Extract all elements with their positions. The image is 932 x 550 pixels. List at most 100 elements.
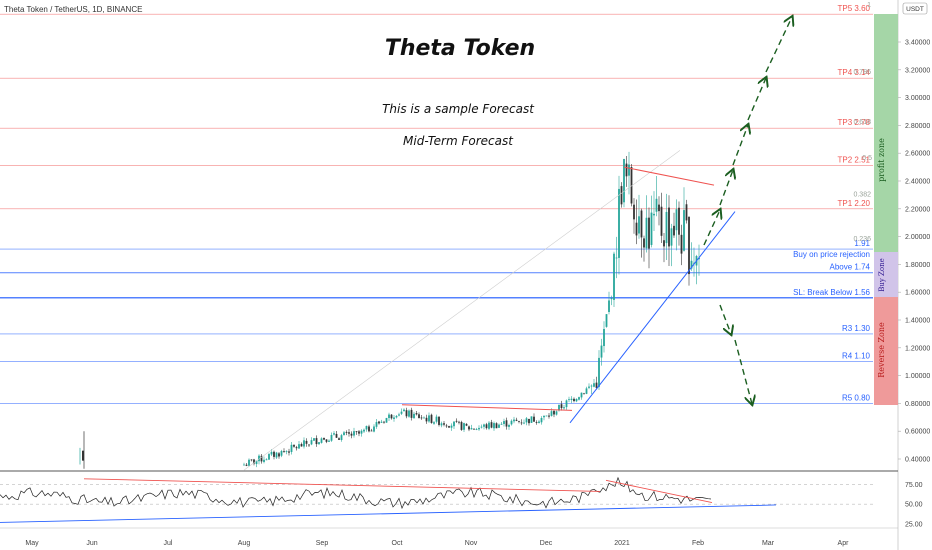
y-tick-label: 2.20000 [905, 206, 930, 213]
level-label: SL: Break Below 1.56 [793, 288, 870, 297]
candle-body [548, 415, 550, 417]
forecast-up-arrow [747, 78, 766, 121]
candle-body [668, 207, 670, 247]
candle-body [348, 432, 350, 434]
candle-body [570, 398, 573, 400]
candle-body [618, 188, 620, 258]
candle-body [480, 426, 483, 428]
forecast-down-arrow [734, 339, 752, 404]
candle-body [305, 440, 308, 444]
candle-body [368, 426, 370, 432]
candle-body [418, 414, 420, 419]
y-tick-label: 2.80000 [905, 123, 930, 130]
candle-body [508, 424, 510, 427]
level-label: R3 1.30 [842, 324, 871, 333]
candle-body [408, 410, 410, 417]
candle-body [645, 217, 648, 249]
candle-body [475, 429, 478, 430]
x-tick-label: Nov [465, 540, 478, 547]
candle-body [363, 429, 365, 432]
fib-label: 0.786 [853, 69, 871, 76]
candle-body [313, 438, 315, 441]
candle-body [365, 425, 368, 430]
x-tick-label: Jun [86, 540, 97, 547]
indicator-line [0, 476, 712, 510]
candle-body [428, 415, 430, 422]
candle-body [590, 385, 593, 387]
candle-body [623, 158, 625, 203]
candle-body [323, 437, 325, 440]
candle-body [308, 444, 310, 446]
currency-badge[interactable]: USDT [906, 6, 924, 13]
candle-body [388, 414, 390, 419]
candle-body [290, 444, 293, 452]
candle-body [503, 421, 505, 424]
candle-body [525, 418, 528, 423]
candle-body [625, 163, 628, 177]
candle-body [578, 397, 580, 400]
candle-body [328, 440, 330, 442]
candle-body [500, 423, 503, 425]
candle-body [465, 423, 468, 426]
candle-body [353, 431, 355, 436]
candle-body [473, 428, 475, 430]
candle-body [543, 415, 545, 418]
candle-body [395, 415, 398, 418]
y-tick-label: 0.40000 [905, 457, 930, 464]
y-tick-label: 2.00000 [905, 234, 930, 241]
candle-body [485, 424, 488, 429]
level-label: 1.91 [854, 239, 870, 248]
candle-body [580, 392, 583, 398]
consolidation-resistance [401, 404, 573, 411]
x-tick-label: Oct [392, 540, 403, 547]
candle-body [600, 345, 603, 358]
reverse-zone-block [874, 297, 898, 405]
candle-body [373, 426, 375, 432]
candle-body [490, 422, 493, 428]
candle-body [493, 423, 495, 429]
candle-body [658, 204, 660, 212]
candle-body [285, 450, 288, 452]
candle-body [398, 414, 400, 416]
candle-body [555, 411, 558, 415]
candle-body [565, 400, 568, 408]
buy-zone-block [874, 252, 898, 297]
candle-body [650, 212, 653, 245]
candle-body [258, 455, 260, 462]
candle-body [268, 454, 270, 460]
indicator-resistance [83, 478, 601, 492]
candle-body [550, 411, 553, 416]
x-tick-label: May [25, 540, 39, 547]
candle-body [675, 209, 678, 231]
candle-body [82, 450, 84, 461]
candle-body [270, 451, 273, 455]
candle-body [350, 433, 353, 436]
candle-body [468, 426, 470, 430]
candle-body [343, 432, 345, 436]
fib-label: 0.382 [853, 191, 871, 198]
x-tick-label: Jul [164, 540, 173, 547]
symbol-label: Theta Token / TetherUS, 1D, BINANCE [4, 5, 143, 14]
candle-body [433, 422, 435, 424]
candle-body [530, 416, 533, 423]
x-tick-label: Aug [238, 540, 251, 547]
level-label: TP4 3.14 [838, 68, 871, 77]
candle-body [390, 414, 393, 419]
candle-body [358, 431, 360, 434]
level-label: TP5 3.60 [838, 4, 871, 13]
y-tick-label: 1.80000 [905, 262, 930, 269]
candle-body [423, 417, 425, 419]
candle-body [680, 234, 683, 254]
candle-body [255, 460, 258, 465]
level-label: Above 1.74 [830, 263, 871, 272]
candle-body [605, 314, 608, 327]
candle-body [683, 210, 685, 251]
candle-body [635, 222, 638, 236]
indicator-tick-label: 75.00 [905, 482, 923, 489]
candle-body [413, 413, 415, 419]
candle-body [648, 217, 650, 249]
candle-body [568, 399, 570, 401]
candle-body [318, 442, 320, 445]
candle-body [558, 404, 560, 411]
